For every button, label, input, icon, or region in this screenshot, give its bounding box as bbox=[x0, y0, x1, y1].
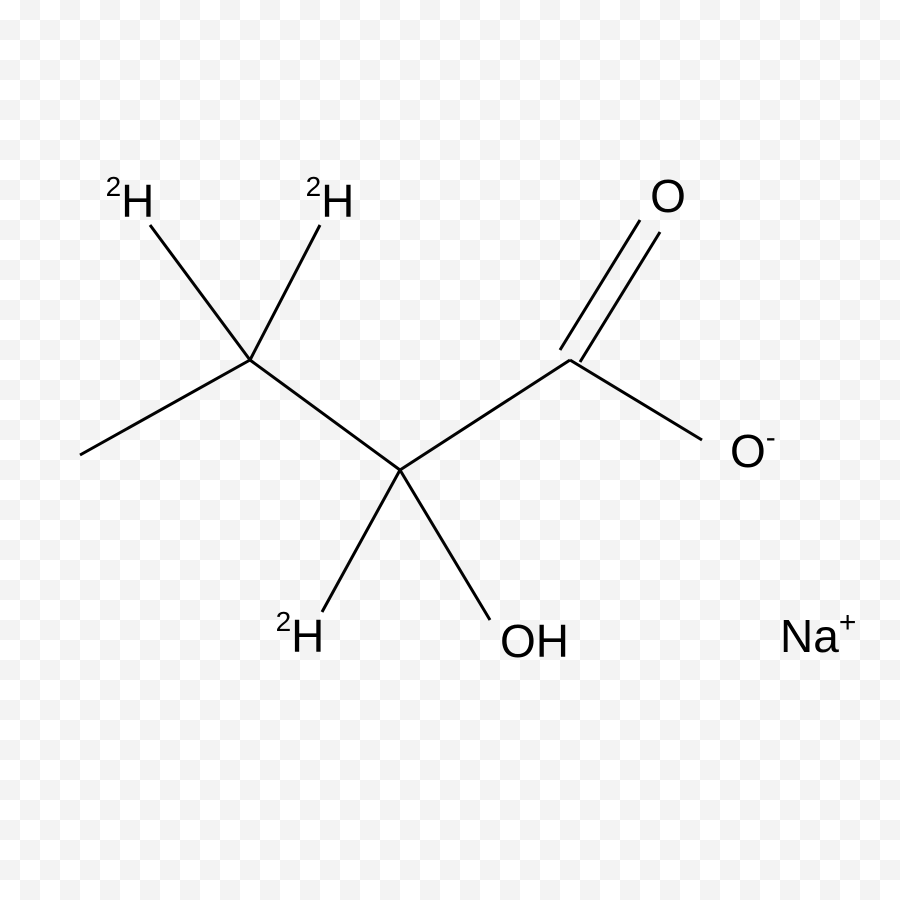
label-2h-1: 2H bbox=[106, 171, 155, 227]
label-o-neg: O- bbox=[730, 421, 776, 477]
label-o-double: O bbox=[650, 170, 686, 222]
label-2h-3: 2H bbox=[276, 606, 325, 662]
bond-c3-2h-right bbox=[250, 225, 320, 360]
label-na-main: Na bbox=[780, 610, 839, 662]
label-2h-1-main: H bbox=[121, 175, 154, 227]
bond-c3-2h-left bbox=[150, 225, 250, 360]
bond-c2-c1 bbox=[400, 360, 570, 470]
label-na-plus: Na+ bbox=[780, 606, 856, 662]
label-2h-1-sup: 2 bbox=[106, 171, 122, 202]
bond-c1-o-neg bbox=[570, 360, 702, 440]
bond-c2-oh bbox=[400, 470, 490, 620]
bond-c2-2h bbox=[322, 470, 400, 612]
label-2h-2-main: H bbox=[321, 175, 354, 227]
label-2h-2-sup: 2 bbox=[306, 171, 322, 202]
label-o-neg-sup: - bbox=[766, 421, 776, 454]
label-2h-2: 2H bbox=[306, 171, 355, 227]
label-oh: OH bbox=[500, 615, 569, 667]
label-2h-3-main: H bbox=[291, 610, 324, 662]
chemical-structure: 2H 2H O O- 2H OH Na+ bbox=[0, 0, 900, 900]
label-na-sup: + bbox=[839, 606, 857, 639]
bond-ch3-c3 bbox=[80, 360, 250, 455]
label-o-neg-main: O bbox=[730, 425, 766, 477]
bond-c3-c2 bbox=[250, 360, 400, 470]
label-2h-3-sup: 2 bbox=[276, 606, 292, 637]
